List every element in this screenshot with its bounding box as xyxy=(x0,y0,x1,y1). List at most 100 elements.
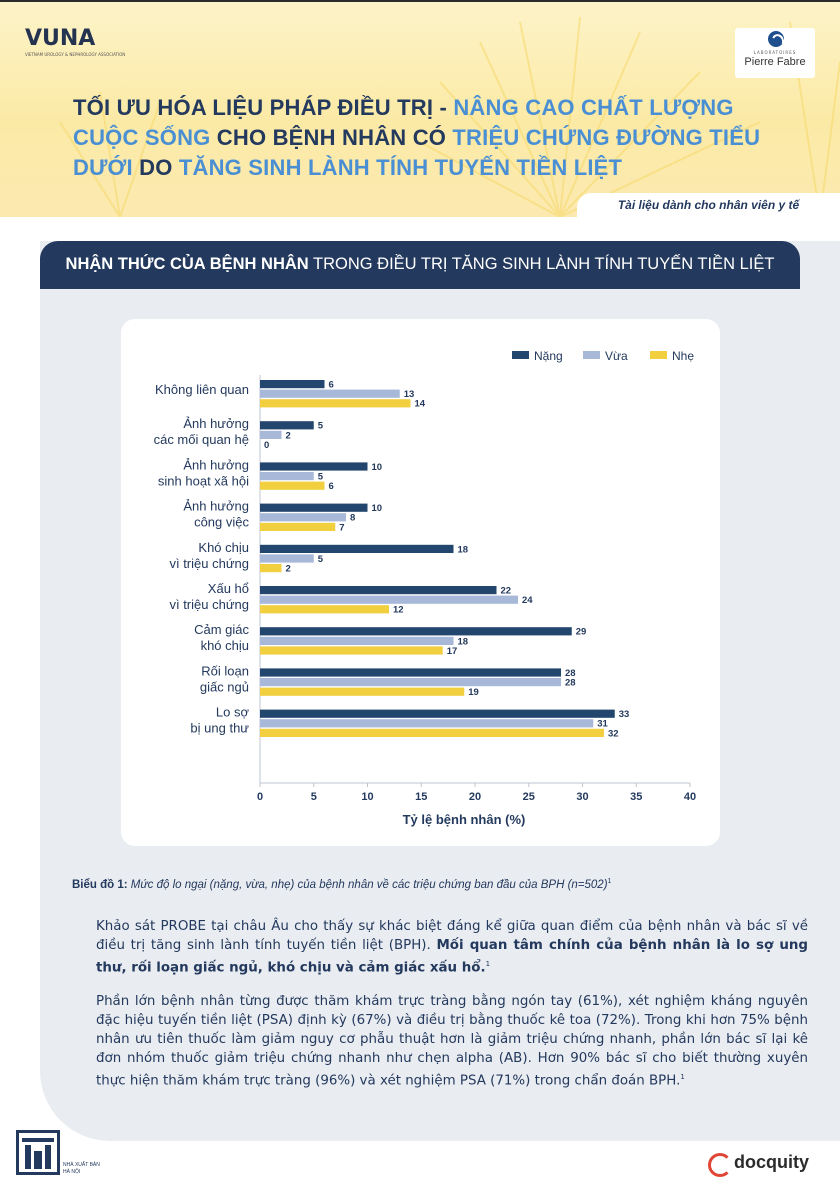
title-part-1: TỐI ƯU HÓA LIỆU PHÁP ĐIỀU TRỊ - xyxy=(73,95,454,120)
docquity-text: docquity xyxy=(734,1152,809,1172)
hcp-note-tab: Tài liệu dành cho nhân viên y tế xyxy=(577,193,840,217)
publisher-emblem-icon xyxy=(16,1130,60,1175)
bar xyxy=(260,522,336,531)
x-tick-label: 5 xyxy=(311,791,317,803)
category-label-line: Ảnh hưởng xyxy=(183,457,249,472)
category-label: Lo sợ bị ung thư xyxy=(190,705,249,736)
bar xyxy=(260,627,572,636)
p2-text: Phần lớn bệnh nhân từng được thăm khám t… xyxy=(96,994,808,1089)
body-paragraph-2: Phần lớn bệnh nhân từng được thăm khám t… xyxy=(96,992,808,1090)
category-label-line: các mối quan hệ xyxy=(154,432,249,447)
category-label-line: Cảm giác xyxy=(194,622,249,637)
category-label: Ảnh hưởng các mối quan hệ xyxy=(154,416,249,447)
data-label: 10 xyxy=(372,462,383,473)
data-label: 17 xyxy=(447,646,458,657)
bar xyxy=(260,503,368,512)
data-label: 33 xyxy=(619,709,630,720)
x-tick-label: 15 xyxy=(415,791,427,803)
legend-swatch xyxy=(512,351,529,359)
category-label-line: bị ung thư xyxy=(190,721,249,736)
caption-text: Mức độ lo ngại (nặng, vừa, nhẹ) của bệnh… xyxy=(127,878,608,891)
hcp-note: Tài liệu dành cho nhân viên y tế xyxy=(617,198,800,212)
page-title: TỐI ƯU HÓA LIỆU PHÁP ĐIỀU TRỊ - NÂNG CAO… xyxy=(73,93,773,183)
legend-label: Vừa xyxy=(605,349,628,363)
p2-ref: 1 xyxy=(680,1073,685,1081)
data-label: 32 xyxy=(608,728,619,739)
x-tick-label: 40 xyxy=(684,791,696,803)
category-label-line: khó chịu xyxy=(201,638,249,653)
section-heading: NHẬN THỨC CỦA BỆNH NHÂN TRONG ĐIỀU TRỊ T… xyxy=(40,255,800,274)
title-part-4: TRIỆU CHỨNG ĐƯỜNG TIỂU DƯỚI xyxy=(73,125,761,180)
bar xyxy=(260,586,497,595)
palm-leaf-decoration xyxy=(59,16,840,217)
category-label-line: vì triệu chứng xyxy=(169,597,249,612)
publisher-line-1: NHÀ XUẤT BẢN xyxy=(63,1162,100,1168)
data-label: 5 xyxy=(318,472,324,483)
chart-card xyxy=(121,319,720,846)
docquity-logo: docquity xyxy=(708,1151,828,1177)
data-label: 18 xyxy=(458,544,469,555)
bar xyxy=(260,554,314,563)
data-label: 0 xyxy=(264,440,269,451)
panel-strip xyxy=(800,241,840,289)
bar xyxy=(260,462,368,471)
bar xyxy=(260,481,325,490)
bar xyxy=(260,380,325,389)
x-axis-title: Tỷ lệ bệnh nhân (%) xyxy=(403,812,526,827)
chart-caption: Biểu đồ 1: Mức độ lo ngại (nặng, vừa, nh… xyxy=(72,878,792,891)
data-label: 28 xyxy=(565,668,576,679)
p1-bold: Mối quan tâm chính của bệnh nhân là lo s… xyxy=(96,938,808,976)
bar xyxy=(260,564,282,573)
publisher-line-2: HÀ NỘI xyxy=(63,1169,81,1175)
category-label-line: Lo sợ xyxy=(216,705,250,720)
title-part-5: DO xyxy=(132,155,179,180)
title-part-6: TĂNG SINH LÀNH TÍNH TUYẾN TIỀN LIỆT xyxy=(178,155,623,180)
title-part-3: CHO BỆNH NHÂN CÓ xyxy=(210,125,453,150)
pierre-fabre-emblem-icon xyxy=(768,31,784,47)
data-label: 19 xyxy=(468,687,479,698)
data-label: 22 xyxy=(501,586,512,597)
pierre-fabre-lab-text: LABORATOIRES xyxy=(753,50,797,55)
top-rule xyxy=(0,0,840,2)
legend-label: Nhẹ xyxy=(672,349,694,363)
section-heading-rest: TRONG ĐIỀU TRỊ TĂNG SINH LÀNH TÍNH TUYẾN… xyxy=(308,255,775,273)
data-label: 29 xyxy=(576,627,587,638)
category-label: Xấu hổ vì triệu chứng xyxy=(169,581,249,612)
data-label: 12 xyxy=(393,605,404,616)
header-banner: VUNA VIETNAM UROLOGY & NEPHROLOGY ASSOCI… xyxy=(0,2,840,217)
category-label-line: sinh hoạt xã hội xyxy=(158,473,249,488)
category-label: Cảm giác khó chịu xyxy=(194,622,249,653)
category-label-line: Khó chịu xyxy=(198,540,249,555)
data-label: 6 xyxy=(329,481,334,492)
data-label: 10 xyxy=(372,503,383,514)
bar xyxy=(260,719,594,728)
p1-ref: 1 xyxy=(485,960,491,968)
category-label-line: vì triệu chứng xyxy=(169,556,249,571)
bar xyxy=(260,430,282,439)
data-label: 18 xyxy=(458,636,469,647)
bar xyxy=(260,687,465,696)
bar xyxy=(260,709,615,718)
docquity-icon xyxy=(708,1153,732,1177)
bar xyxy=(260,421,314,430)
section-heading-bar: NHẬN THỨC CỦA BỆNH NHÂN TRONG ĐIỀU TRỊ T… xyxy=(40,241,800,289)
data-label: 31 xyxy=(597,719,608,730)
bar xyxy=(260,595,518,604)
bar xyxy=(260,636,454,645)
pierre-fabre-name: Pierre Fabre xyxy=(744,56,806,68)
bar xyxy=(260,389,400,398)
p1-text: Khảo sát PROBE tại châu Âu cho thấy sự k… xyxy=(96,919,808,953)
x-tick-label: 35 xyxy=(630,791,642,803)
category-label-line: Xấu hổ xyxy=(208,581,249,596)
category-label-line: Ảnh hưởng xyxy=(183,499,249,514)
data-label: 6 xyxy=(329,380,334,391)
category-label-line: Không liên quan xyxy=(155,382,249,397)
bar xyxy=(260,605,389,614)
x-tick-label: 30 xyxy=(576,791,588,803)
bar xyxy=(260,544,454,553)
bar xyxy=(260,668,561,677)
data-label: 8 xyxy=(350,513,355,524)
category-label-line: Ảnh hưởng xyxy=(183,416,249,431)
data-label: 5 xyxy=(318,554,324,565)
bar xyxy=(260,646,443,655)
